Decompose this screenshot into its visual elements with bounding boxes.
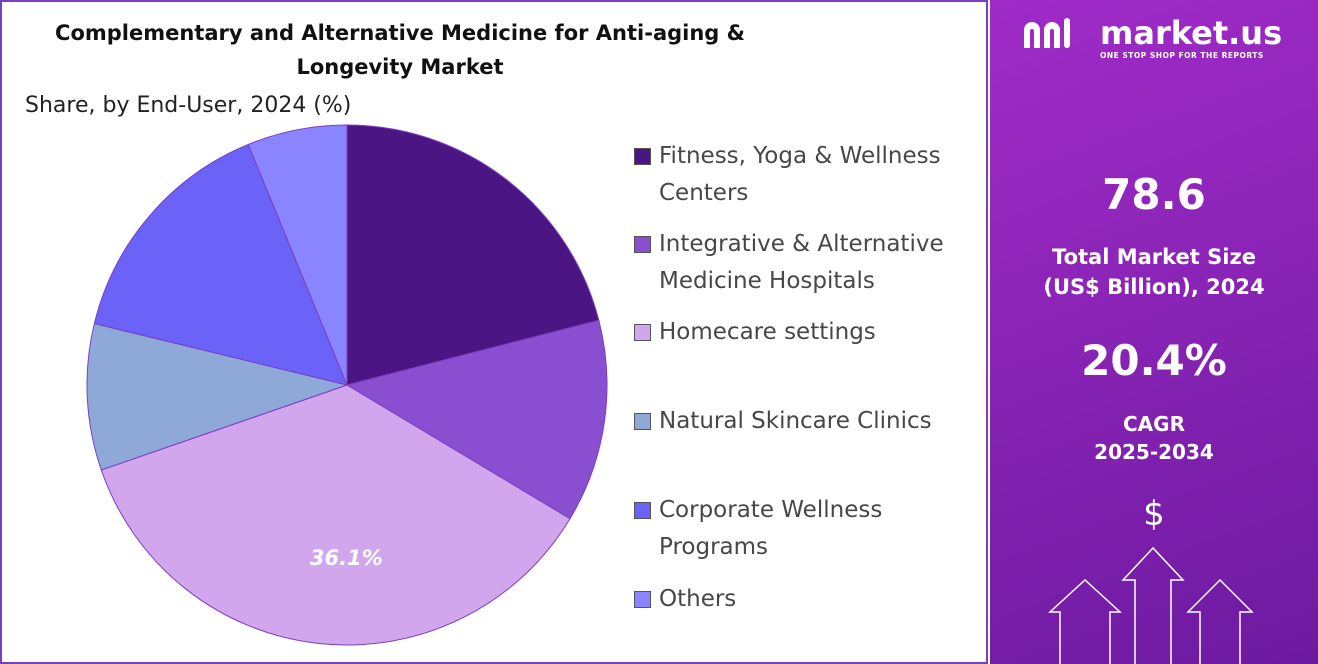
pie-slice (346, 124, 600, 386)
legend-swatch (634, 148, 651, 165)
chart: Complementary and Alternative Medicine f… (25, 21, 745, 646)
legend-swatch (634, 413, 651, 430)
pie-slice (93, 143, 348, 386)
legend-label: Corporate Wellness Programs (659, 497, 883, 560)
brand: market.us (1100, 14, 1283, 52)
legend-label: Homecare settings (659, 319, 876, 345)
market-size: 78.6 (1102, 170, 1206, 219)
market-size-label: Total Market Size (US$ Billion), 2024 (1043, 245, 1265, 299)
legend-item: Natural Skincare Clinics (632, 403, 977, 440)
tagline: ONE STOP SHOP FOR THE REPORTS (1100, 51, 1264, 60)
pie-slice (100, 384, 571, 646)
legend-item: Integrative & Alternative Medicine Hospi… (632, 226, 977, 300)
chart-title: Complementary and Alternative Medicine f… (55, 21, 745, 79)
cagr: 20.4% (1081, 336, 1227, 385)
legend-item: Fitness, Yoga & Wellness Centers (632, 138, 977, 212)
chart-subtitle: Share, by End-User, 2024 (%) (25, 93, 351, 118)
legend-swatch (634, 324, 651, 341)
legend-label: Fitness, Yoga & Wellness Centers (659, 143, 941, 206)
currency-icon: $ (1143, 494, 1165, 534)
chart-area (0, 0, 988, 664)
legend-label: Integrative & Alternative Medicine Hospi… (659, 231, 944, 294)
pie-slice (86, 322, 349, 471)
panel-graphics (1024, 18, 1254, 664)
side-panel: market.us ONE STOP SHOP FOR THE REPORTS … (990, 0, 1318, 664)
data-label: 36.1% (310, 546, 383, 570)
legend-swatch (634, 502, 651, 519)
cagr-label: CAGR 2025-2034 (1094, 412, 1214, 464)
legend-label: Others (659, 586, 737, 612)
legend-item: Homecare settings (632, 314, 977, 351)
pie-slice (345, 319, 608, 520)
logo-icon (1024, 18, 1070, 48)
legend-item: Others (632, 581, 977, 618)
arrows (1048, 546, 1254, 664)
legend-swatch (634, 236, 651, 253)
legend-item: Corporate Wellness Programs (632, 492, 977, 566)
legend-swatch (634, 591, 651, 608)
legend-label: Natural Skincare Clinics (659, 408, 932, 434)
pie-slice (247, 124, 348, 386)
